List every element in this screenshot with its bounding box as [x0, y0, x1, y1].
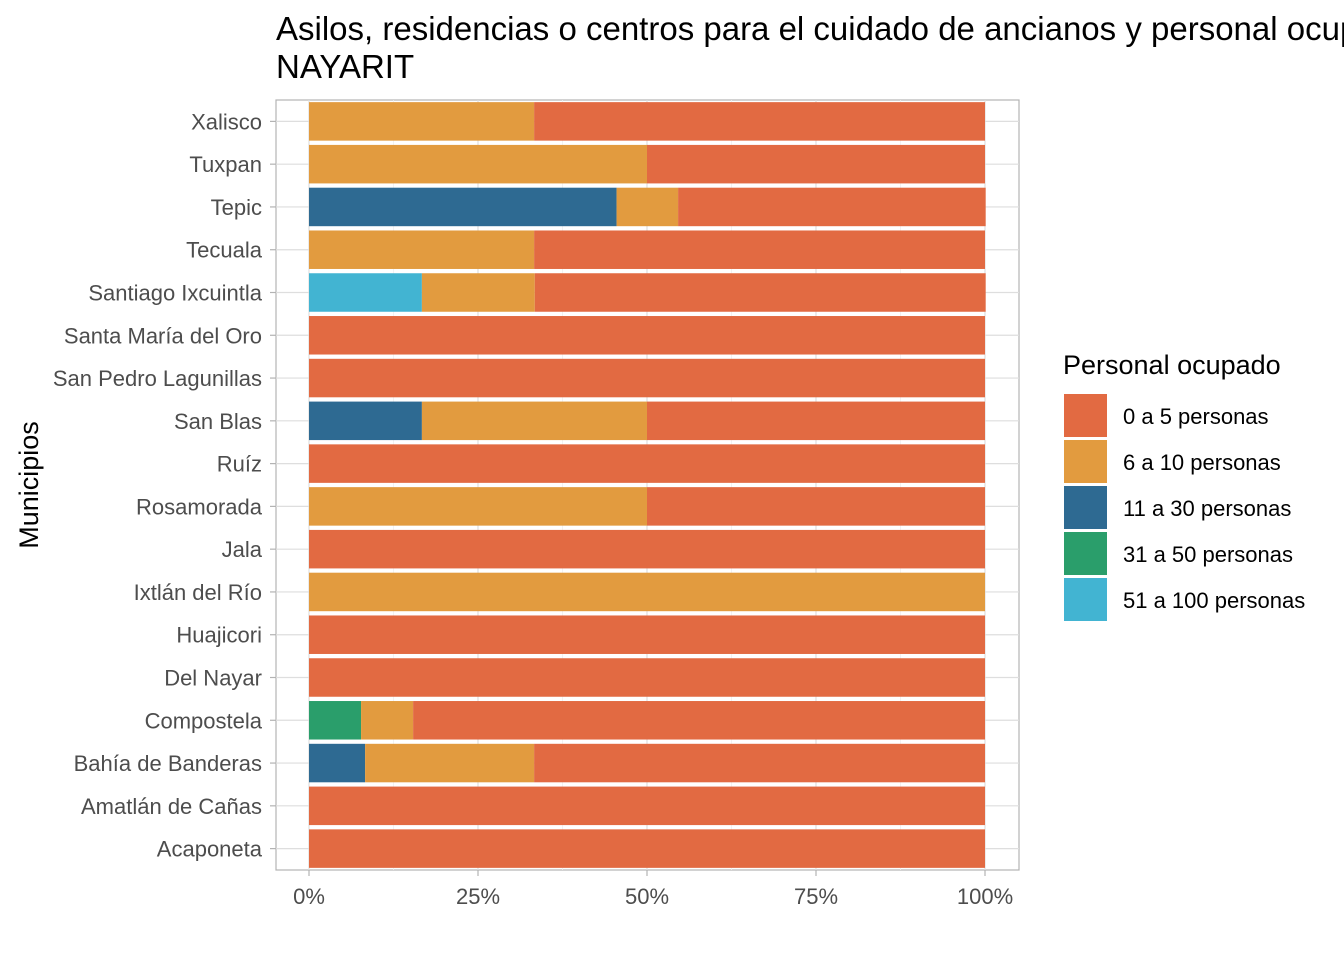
bar-segment [309, 829, 985, 868]
bar-segment [534, 102, 985, 141]
legend-swatch [1064, 394, 1107, 437]
legend-label: 6 a 10 personas [1123, 450, 1281, 475]
bar-segment [309, 701, 362, 740]
x-tick-label: 50% [625, 884, 669, 909]
chart-subtitle: NAYARIT [276, 48, 414, 85]
chart-title: Asilos, residencias o centros para el cu… [276, 10, 1344, 47]
bars [309, 102, 986, 868]
y-tick-label: San Blas [174, 409, 262, 434]
y-tick-label: Tepic [211, 195, 262, 220]
legend-label: 31 a 50 personas [1123, 542, 1293, 567]
y-tick-label: Ruíz [217, 452, 262, 477]
y-tick-label: Jala [222, 537, 263, 562]
x-tick-label: 100% [957, 884, 1013, 909]
legend-title: Personal ocupado [1063, 350, 1281, 380]
bar-segment [309, 487, 647, 526]
bar-segment [647, 401, 985, 441]
bar-segment [309, 743, 366, 783]
x-tick-label: 25% [456, 884, 500, 909]
legend-items: 0 a 5 personas 6 a 10 personas 11 a 30 per… [1064, 394, 1305, 621]
bar-segment [678, 187, 986, 227]
y-axis-title: Municipios [14, 421, 44, 549]
bar-segment [309, 144, 647, 184]
legend-swatch [1064, 578, 1107, 621]
legend-swatch [1064, 486, 1107, 529]
bar-segment [534, 743, 985, 783]
bar-segment [309, 273, 422, 312]
x-tick-label: 0% [293, 884, 325, 909]
bar-segment [647, 144, 985, 184]
bar-segment [534, 273, 986, 312]
y-tick-label: Acaponeta [157, 837, 263, 862]
y-tick-label: Bahía de Banderas [74, 751, 262, 776]
x-tick-label: 75% [794, 884, 838, 909]
plot-area: Xalisco Tuxpan Tepic Tecuala Santiago Ixcuin… [53, 99, 1020, 909]
y-tick-label: Compostela [145, 708, 263, 733]
bar-segment [309, 615, 985, 654]
bar-segment [616, 187, 679, 227]
x-axis-ticks: 0% 25% 50% 75% 100% [293, 870, 1013, 909]
y-tick-label: Xalisco [191, 109, 262, 134]
y-tick-label: Rosamorada [136, 494, 263, 519]
bar-segment [309, 358, 985, 398]
y-tick-label: Ixtlán del Río [134, 580, 262, 605]
y-tick-label: San Pedro Lagunillas [53, 366, 262, 391]
legend-label: 0 a 5 personas [1123, 404, 1269, 429]
bar-segment [309, 316, 985, 355]
bar-segment [534, 230, 985, 269]
legend-swatch [1064, 532, 1107, 575]
legend-label: 51 a 100 personas [1123, 588, 1305, 613]
bar-segment [309, 401, 422, 441]
bar-segment [421, 273, 535, 312]
bar-segment [365, 743, 535, 783]
bar-segment [309, 786, 985, 826]
y-tick-label: Santiago Ixcuintla [88, 281, 262, 306]
legend: Personal ocupado 0 a 5 personas 6 a 10 pe… [1063, 350, 1305, 621]
y-tick-label: Santa María del Oro [64, 323, 262, 348]
bar-segment [309, 444, 985, 483]
bar-segment [413, 701, 985, 740]
legend-swatch [1064, 440, 1107, 483]
bar-segment [421, 401, 647, 441]
bar-segment [309, 529, 985, 569]
bar-segment [309, 102, 535, 141]
bar-segment [361, 701, 414, 740]
bar-segment [309, 230, 535, 269]
y-tick-label: Tuxpan [189, 152, 262, 177]
y-tick-label: Amatlán de Cañas [81, 794, 262, 819]
y-tick-label: Del Nayar [164, 666, 262, 691]
y-tick-label: Tecuala [186, 238, 263, 263]
legend-label: 11 a 30 personas [1123, 496, 1291, 521]
bar-segment [647, 487, 985, 526]
y-axis-ticks: Xalisco Tuxpan Tepic Tecuala Santiago Ixcuin… [53, 109, 276, 862]
bar-segment [309, 572, 985, 612]
bar-segment [309, 658, 985, 697]
y-tick-label: Huajicori [176, 623, 262, 648]
bar-segment [309, 187, 617, 227]
